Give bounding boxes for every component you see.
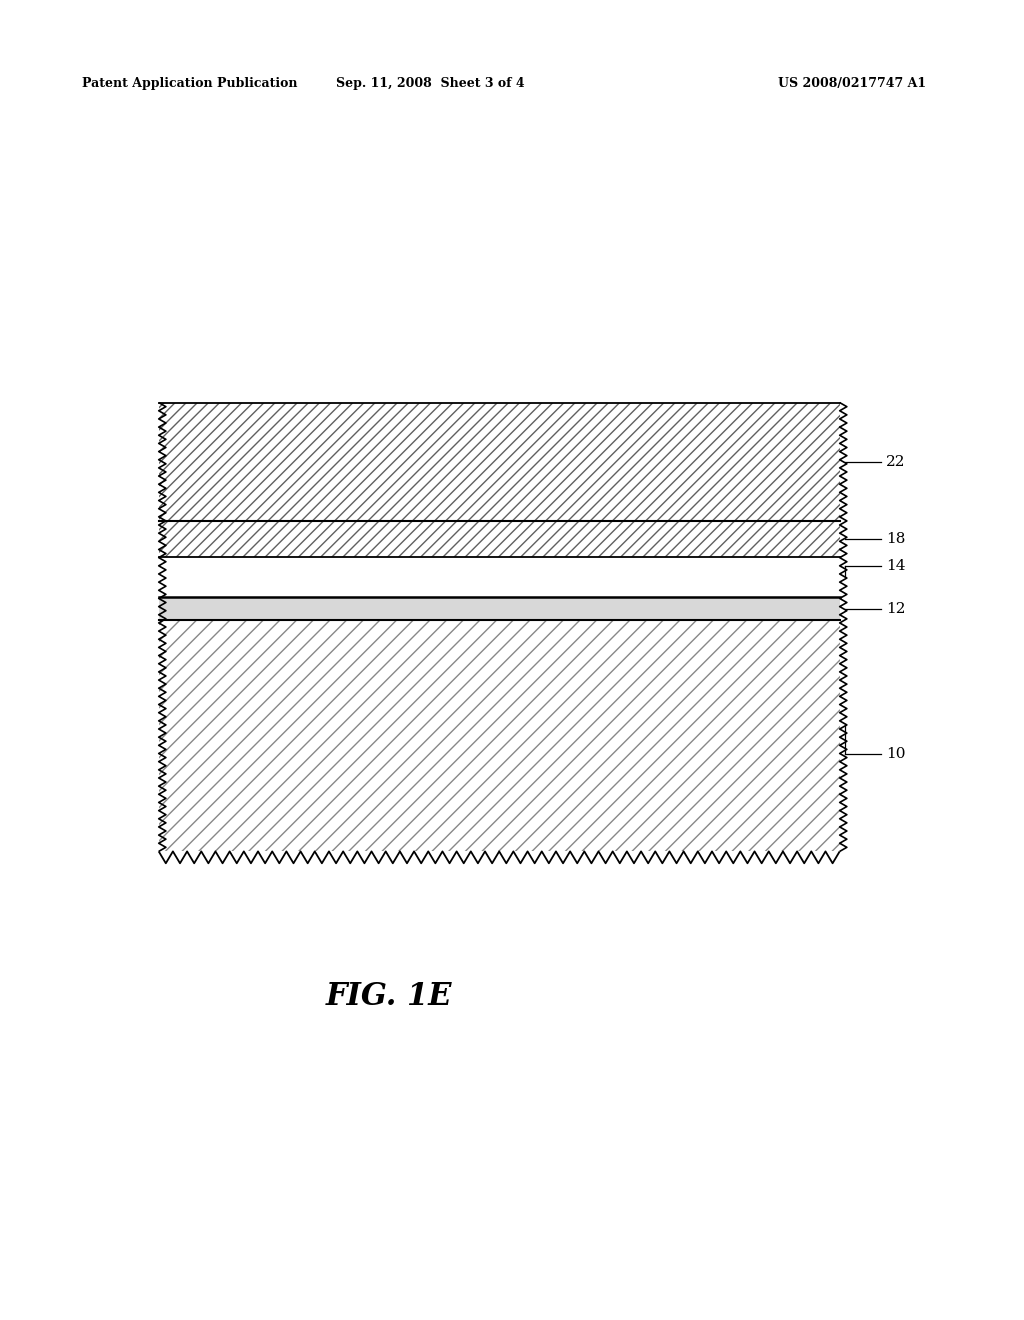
Text: Sep. 11, 2008  Sheet 3 of 4: Sep. 11, 2008 Sheet 3 of 4 (336, 77, 524, 90)
Text: 10: 10 (886, 747, 905, 762)
Bar (159, 597, 840, 620)
Text: 22: 22 (886, 455, 905, 469)
Bar (159, 403, 840, 521)
Bar (159, 620, 840, 851)
Text: 14: 14 (886, 560, 905, 573)
Bar (159, 521, 840, 557)
Text: Patent Application Publication: Patent Application Publication (82, 77, 297, 90)
Bar (159, 557, 840, 597)
Bar (159, 403, 840, 521)
Text: 18: 18 (886, 532, 905, 546)
Text: FIG. 1E: FIG. 1E (326, 981, 453, 1012)
Text: US 2008/0217747 A1: US 2008/0217747 A1 (778, 77, 927, 90)
Bar (159, 521, 840, 557)
Text: 12: 12 (886, 602, 905, 615)
Bar (159, 620, 840, 851)
